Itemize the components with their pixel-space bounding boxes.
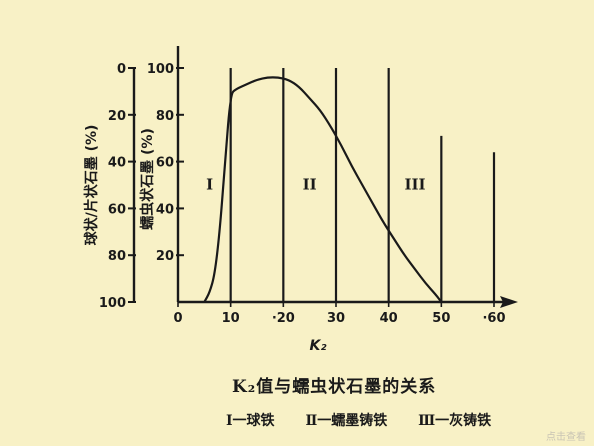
- figure-caption: K₂值与蠕虫状石墨的关系: [232, 377, 437, 397]
- axis-titles: 球状/片状石墨 (%) 蠕虫状石墨 (%) K₂: [83, 125, 327, 354]
- x-tick-label: 10: [222, 311, 240, 326]
- legend-item-ductile-iron: Ⅰ一球铁: [226, 413, 275, 429]
- region-label: I: [206, 176, 213, 194]
- series-layer: [203, 76, 443, 303]
- region-boundary-lines: [229, 68, 496, 302]
- right-y-axis: 100 80 60 40 20: [147, 46, 184, 302]
- figure-legend: Ⅰ一球铁 Ⅱ一蠕墨铸铁 Ⅲ一灰铸铁: [226, 410, 517, 430]
- watermark: 点击查看: [546, 432, 586, 443]
- x-tick-label: 40: [380, 311, 398, 326]
- vermicular-curve: [203, 76, 443, 303]
- region-label: II: [303, 176, 317, 194]
- left-tick-label: 40: [108, 156, 126, 171]
- x-tick-label: 50: [432, 311, 450, 326]
- x-tick-label: 30: [327, 311, 345, 326]
- left-tick-label: 60: [108, 202, 126, 217]
- x-tick-label: ·60: [482, 311, 505, 326]
- legend-item-vermicular-iron: Ⅱ一蠕墨铸铁: [305, 413, 388, 429]
- right-tick-label: 60: [156, 156, 174, 171]
- x-axis-title: K₂: [310, 338, 328, 354]
- right-tick-label: 40: [156, 202, 174, 217]
- legend-item-gray-iron: Ⅲ一灰铸铁: [418, 413, 492, 429]
- left-y-axis-title: 球状/片状石墨 (%): [83, 125, 100, 246]
- region-labels: I II III: [206, 176, 425, 194]
- right-tick-label: 20: [156, 249, 174, 264]
- left-tick-label: 100: [99, 296, 126, 311]
- x-tick-label: 0: [173, 311, 182, 326]
- left-y-axis: 0 20 40 60 80 100: [99, 62, 136, 311]
- right-tick-label: 100: [147, 62, 174, 77]
- left-tick-label: 80: [108, 249, 126, 264]
- x-axis: 0 10 ·20 30 40 50 ·60: [173, 296, 518, 326]
- right-tick-label: 80: [156, 109, 174, 124]
- right-y-axis-title: 蠕虫状石墨 (%): [139, 128, 156, 230]
- x-tick-label: ·20: [272, 311, 295, 326]
- left-tick-label: 0: [117, 62, 126, 77]
- x-axis-arrow: [500, 296, 518, 308]
- left-tick-label: 20: [108, 109, 126, 124]
- region-label: III: [404, 176, 425, 194]
